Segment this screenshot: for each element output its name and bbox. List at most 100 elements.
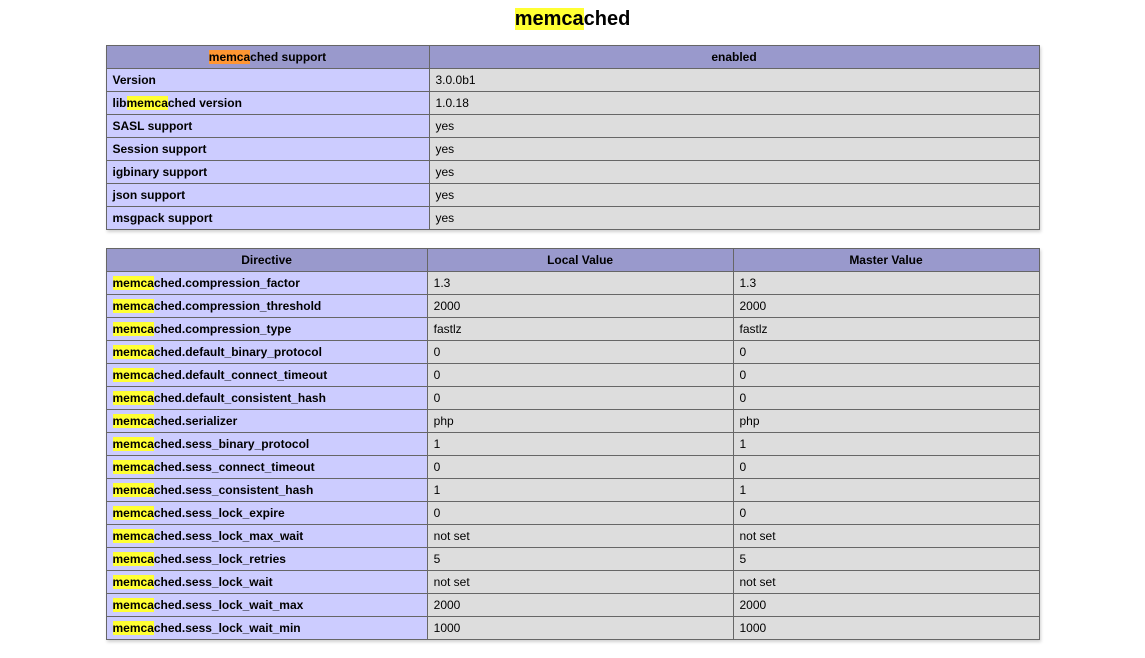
support-value: 1.0.18 [429, 92, 1039, 115]
directives-header-directive: Directive [106, 249, 427, 272]
support-key: libmemcached version [106, 92, 429, 115]
support-key: Session support [106, 138, 429, 161]
directive-name: memcached.sess_lock_expire [106, 502, 427, 525]
directive-name: memcached.sess_lock_retries [106, 548, 427, 571]
support-table-header-row: memcached support enabled [106, 46, 1039, 69]
highlight-text: memca [113, 299, 154, 313]
table-row: Session supportyes [106, 138, 1039, 161]
support-table: memcached support enabled Version3.0.0b1… [106, 45, 1040, 230]
table-row: memcached.sess_binary_protocol11 [106, 433, 1039, 456]
table-row: Version3.0.0b1 [106, 69, 1039, 92]
table-row: memcached.sess_consistent_hash11 [106, 479, 1039, 502]
support-value: 3.0.0b1 [429, 69, 1039, 92]
section-title-suffix: ched [584, 8, 631, 30]
table-row: memcached.default_binary_protocol00 [106, 341, 1039, 364]
table-row: memcached.sess_lock_expire00 [106, 502, 1039, 525]
table-row: igbinary supportyes [106, 161, 1039, 184]
directive-name: memcached.compression_threshold [106, 295, 427, 318]
support-value: yes [429, 138, 1039, 161]
table-row: memcached.sess_connect_timeout00 [106, 456, 1039, 479]
highlight-text: memca [113, 368, 154, 382]
directive-name: memcached.sess_connect_timeout [106, 456, 427, 479]
table-row: memcached.compression_threshold20002000 [106, 295, 1039, 318]
directive-master-value: 2000 [733, 594, 1039, 617]
highlight-text: memca [113, 529, 154, 543]
directive-master-value: fastlz [733, 318, 1039, 341]
highlight-text: memca [127, 96, 168, 110]
directive-name: memcached.sess_consistent_hash [106, 479, 427, 502]
support-header-left: memcached support [106, 46, 429, 69]
directive-local-value: 1 [427, 433, 733, 456]
table-row: memcached.sess_lock_wait_min10001000 [106, 617, 1039, 640]
directives-table: Directive Local Value Master Value memca… [106, 248, 1040, 640]
directive-name: memcached.compression_factor [106, 272, 427, 295]
directive-master-value: 0 [733, 341, 1039, 364]
directive-master-value: 0 [733, 364, 1039, 387]
highlight-text: memca [113, 437, 154, 451]
support-header-right: enabled [429, 46, 1039, 69]
table-row: memcached.serializerphpphp [106, 410, 1039, 433]
table-row: SASL supportyes [106, 115, 1039, 138]
support-value: yes [429, 207, 1039, 230]
support-value: yes [429, 161, 1039, 184]
support-key: SASL support [106, 115, 429, 138]
directive-master-value: not set [733, 571, 1039, 594]
table-row: memcached.sess_lock_retries55 [106, 548, 1039, 571]
directive-name: memcached.sess_lock_wait [106, 571, 427, 594]
directive-master-value: php [733, 410, 1039, 433]
directive-name: memcached.default_consistent_hash [106, 387, 427, 410]
directive-master-value: 1 [733, 479, 1039, 502]
highlight-text: memca [113, 598, 154, 612]
section-title: memcached [106, 8, 1040, 31]
table-row: memcached.compression_factor1.31.3 [106, 272, 1039, 295]
support-key: Version [106, 69, 429, 92]
support-value: yes [429, 184, 1039, 207]
directive-master-value: 1 [733, 433, 1039, 456]
directive-name: memcached.default_connect_timeout [106, 364, 427, 387]
directive-local-value: 1000 [427, 617, 733, 640]
directive-local-value: php [427, 410, 733, 433]
phpinfo-memcached-section: memcached memcached support enabled Vers… [106, 8, 1040, 640]
highlight-text: memca [113, 506, 154, 520]
directive-master-value: 1000 [733, 617, 1039, 640]
table-row: memcached.default_consistent_hash00 [106, 387, 1039, 410]
directives-header-row: Directive Local Value Master Value [106, 249, 1039, 272]
highlight-text: memca [113, 483, 154, 497]
highlight-text: memca [113, 322, 154, 336]
directive-master-value: 2000 [733, 295, 1039, 318]
directive-local-value: 1.3 [427, 272, 733, 295]
support-key: igbinary support [106, 161, 429, 184]
directive-name: memcached.default_binary_protocol [106, 341, 427, 364]
directive-name: memcached.sess_lock_wait_max [106, 594, 427, 617]
directive-local-value: not set [427, 525, 733, 548]
directives-header-local-value: Local Value [427, 249, 733, 272]
highlight-text: memca [113, 345, 154, 359]
highlight-text: memca [113, 460, 154, 474]
directive-master-value: 0 [733, 387, 1039, 410]
directive-local-value: 0 [427, 364, 733, 387]
directive-master-value: not set [733, 525, 1039, 548]
directive-master-value: 5 [733, 548, 1039, 571]
directive-local-value: fastlz [427, 318, 733, 341]
table-row: memcached.compression_typefastlzfastlz [106, 318, 1039, 341]
table-row: memcached.default_connect_timeout00 [106, 364, 1039, 387]
highlight-text: memca [113, 575, 154, 589]
directive-master-value: 0 [733, 456, 1039, 479]
directive-name: memcached.serializer [106, 410, 427, 433]
table-row: json supportyes [106, 184, 1039, 207]
directive-master-value: 1.3 [733, 272, 1039, 295]
directive-local-value: 5 [427, 548, 733, 571]
directive-name: memcached.sess_binary_protocol [106, 433, 427, 456]
table-row: memcached.sess_lock_waitnot setnot set [106, 571, 1039, 594]
directive-local-value: 0 [427, 387, 733, 410]
directive-local-value: 1 [427, 479, 733, 502]
highlight-text: memca [515, 8, 584, 30]
support-key: json support [106, 184, 429, 207]
table-row: memcached.sess_lock_max_waitnot setnot s… [106, 525, 1039, 548]
support-value: yes [429, 115, 1039, 138]
directive-name: memcached.sess_lock_wait_min [106, 617, 427, 640]
highlight-selected-text: memca [209, 50, 250, 64]
directives-header-master-value: Master Value [733, 249, 1039, 272]
directive-local-value: not set [427, 571, 733, 594]
directive-local-value: 0 [427, 456, 733, 479]
